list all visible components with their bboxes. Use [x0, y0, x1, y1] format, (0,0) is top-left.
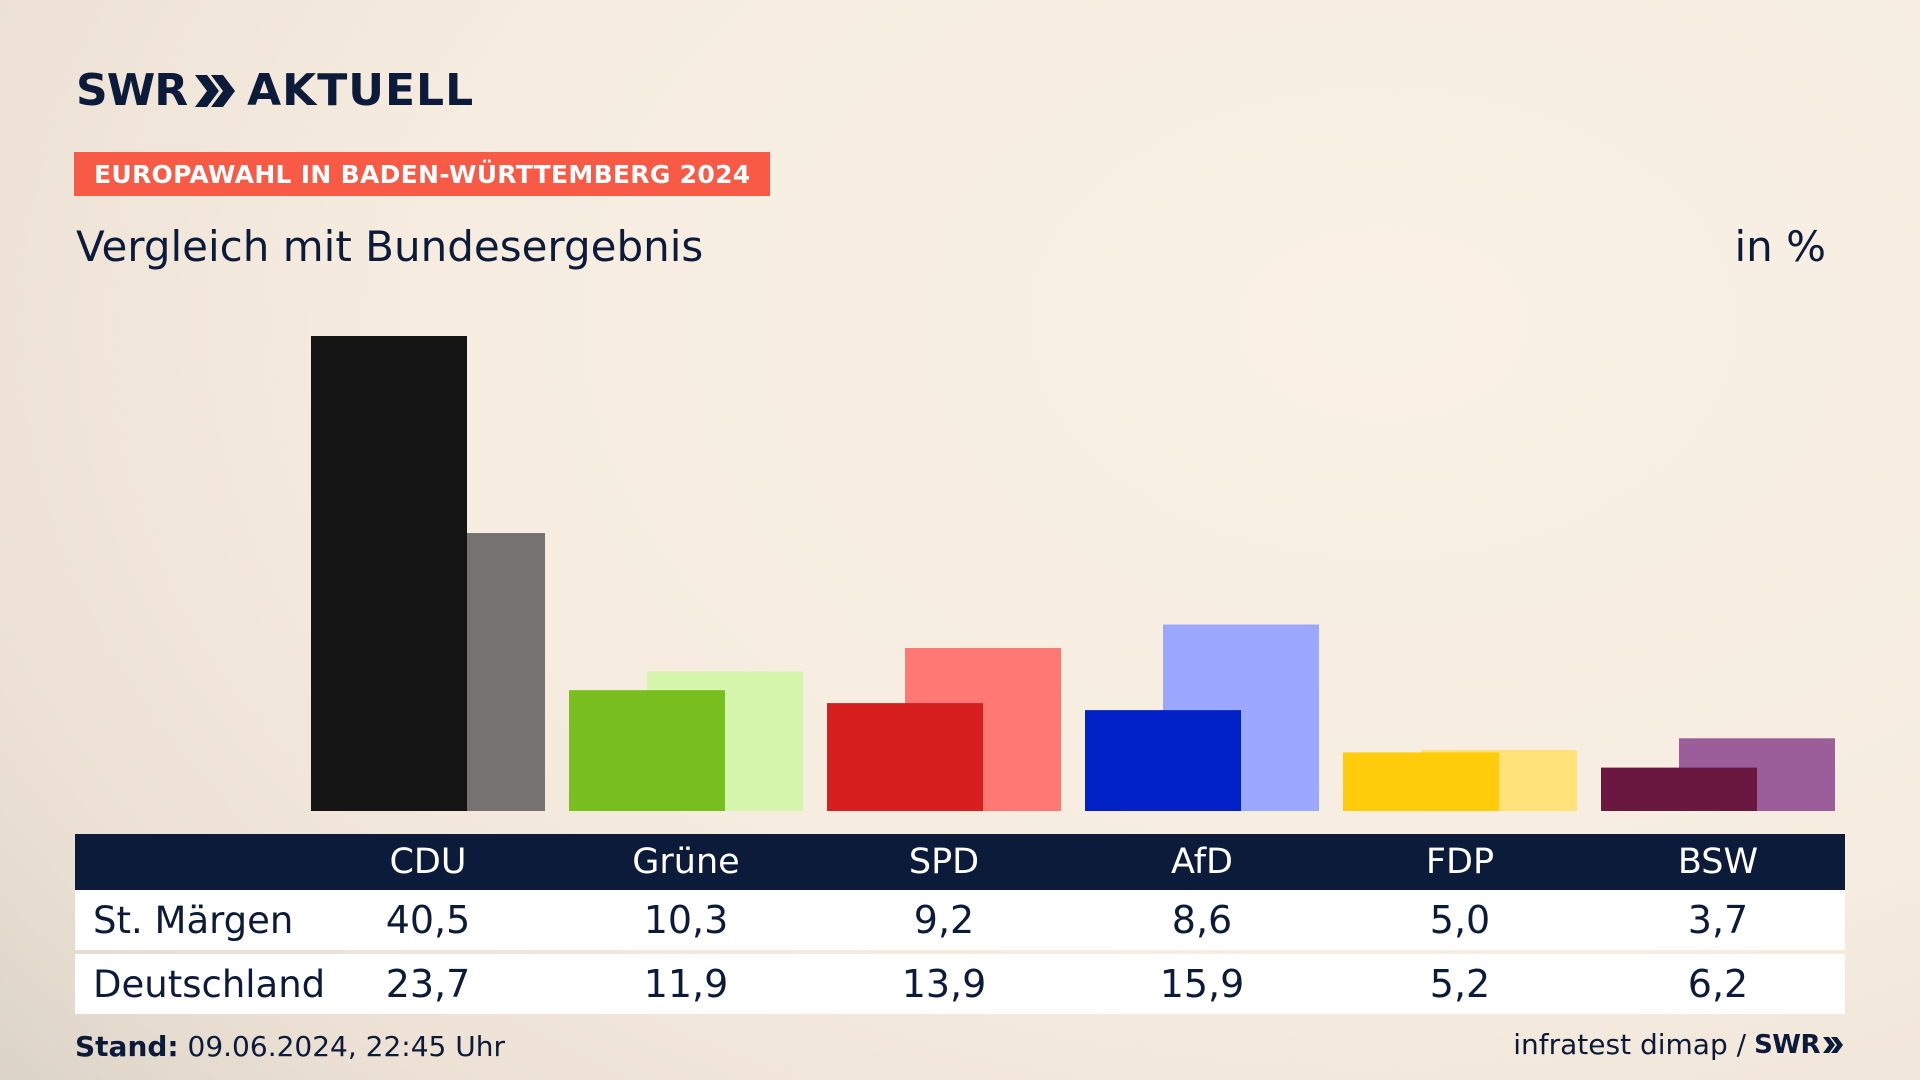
row-label-st-maergen: St. Märgen	[93, 898, 294, 942]
chevron-right-icon	[195, 75, 236, 107]
source-credit: infratest dimap / SWR	[1513, 1028, 1844, 1061]
table-header: CDU Grüne SPD AfD FDP BSW	[75, 834, 1845, 890]
bar-st-maergen-gr-ne	[569, 690, 725, 811]
stand-label: Stand:	[75, 1030, 179, 1063]
header-bsw: BSW	[1677, 842, 1759, 882]
bar-st-maergen-cdu	[311, 336, 467, 811]
swr-aktuell-logo: SWR AKTUELL	[76, 66, 474, 116]
results-table: CDU Grüne SPD AfD FDP BSW St. Märgen 40,5 10,3…	[75, 834, 1845, 1014]
value-deutschland-fdp: 5,2	[1429, 962, 1491, 1006]
chart-subtitle: Vergleich mit Bundesergebnis	[76, 222, 704, 271]
value-deutschland-cdu: 23,7	[385, 962, 471, 1006]
header-gr-ne: Grüne	[632, 842, 740, 882]
chevron-right-icon	[1823, 1036, 1843, 1053]
stand-value: 09.06.2024, 22:45 Uhr	[187, 1030, 505, 1063]
value-st-maergen-cdu: 40,5	[385, 898, 471, 942]
value-deutschland-spd: 13,9	[901, 962, 987, 1006]
header-afd: AfD	[1171, 842, 1233, 882]
bar-st-maergen-spd	[827, 703, 983, 811]
value-st-maergen-spd: 9,2	[913, 898, 975, 942]
logo-aktuell-text: AKTUELL	[247, 65, 475, 116]
source-brand: SWR	[1754, 1029, 1820, 1060]
table-row: St. Märgen 40,5 10,3 9,2 8,6 5,0 3,7	[75, 890, 1845, 950]
header-fdp: FDP	[1425, 842, 1495, 882]
election-badge: EUROPAWAHL IN BADEN-WÜRTTEMBERG 2024	[74, 152, 771, 196]
value-st-maergen-fdp: 5,0	[1429, 898, 1491, 942]
header-spd: SPD	[908, 842, 980, 882]
bar-chart	[311, 336, 1835, 811]
bar-st-maergen-bsw	[1601, 767, 1757, 811]
table-row: Deutschland 23,7 11,9 13,9 15,9 5,2 6,2	[75, 954, 1845, 1014]
timestamp: Stand: 09.06.2024, 22:45 Uhr	[75, 1030, 505, 1063]
row-label-deutschland: Deutschland	[93, 962, 326, 1006]
value-st-maergen-gr-ne: 10,3	[643, 898, 729, 942]
bar-st-maergen-fdp	[1343, 752, 1499, 811]
value-deutschland-gr-ne: 11,9	[643, 962, 729, 1006]
value-deutschland-bsw: 6,2	[1687, 962, 1749, 1006]
value-st-maergen-bsw: 3,7	[1687, 898, 1749, 942]
value-st-maergen-afd: 8,6	[1171, 898, 1233, 942]
logo-swr-text: SWR	[76, 65, 188, 116]
unit-label: in %	[1734, 222, 1826, 271]
value-deutschland-afd: 15,9	[1159, 962, 1245, 1006]
source-text: infratest dimap /	[1513, 1028, 1747, 1061]
bar-st-maergen-afd	[1085, 710, 1241, 811]
header-cdu: CDU	[389, 842, 467, 882]
